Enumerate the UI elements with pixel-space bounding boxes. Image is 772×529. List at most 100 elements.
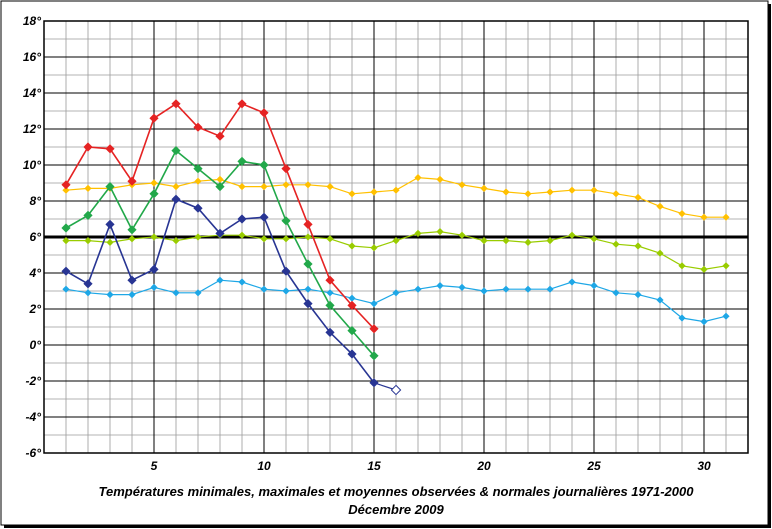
data-point xyxy=(61,266,71,276)
data-point xyxy=(83,142,93,152)
y-tick-label: 18° xyxy=(23,14,41,28)
data-point xyxy=(678,314,686,322)
data-point xyxy=(106,291,114,299)
outer-shadow-right xyxy=(768,4,771,528)
data-point xyxy=(347,326,357,336)
data-point xyxy=(568,278,576,286)
data-point xyxy=(105,182,115,192)
data-point xyxy=(281,164,291,174)
data-point xyxy=(612,190,620,198)
data-point xyxy=(590,282,598,290)
x-tick-label: 15 xyxy=(367,459,381,473)
data-point xyxy=(480,184,488,192)
data-point xyxy=(524,285,532,293)
data-point xyxy=(304,181,312,189)
data-point xyxy=(656,296,664,304)
y-tick-label: -6° xyxy=(26,446,42,460)
y-tick-label: 12° xyxy=(23,122,41,136)
data-point xyxy=(304,285,312,293)
data-point xyxy=(260,285,268,293)
x-tick-label: 25 xyxy=(586,459,601,473)
data-point xyxy=(700,213,708,221)
data-point xyxy=(150,233,158,241)
x-axis-ticks: 5 10 15 20 25 30 xyxy=(151,459,711,473)
data-point xyxy=(414,174,422,182)
y-tick-label: 10° xyxy=(23,158,41,172)
data-point xyxy=(303,299,313,309)
y-tick-label: 6° xyxy=(30,230,42,244)
data-point xyxy=(83,210,93,220)
data-point xyxy=(61,223,71,233)
data-point xyxy=(84,184,92,192)
data-point xyxy=(216,276,224,284)
data-point xyxy=(237,99,247,109)
y-tick-label: 0° xyxy=(30,338,42,352)
data-point xyxy=(216,175,224,183)
data-point xyxy=(590,186,598,194)
data-point xyxy=(303,259,313,269)
data-point xyxy=(62,186,70,194)
x-tick-label: 20 xyxy=(476,459,491,473)
data-point xyxy=(348,190,356,198)
data-point xyxy=(370,244,378,252)
data-point xyxy=(546,188,554,196)
data-point xyxy=(347,349,357,359)
data-point xyxy=(149,189,159,199)
data-point xyxy=(171,194,181,204)
data-point xyxy=(458,231,466,239)
series-2 xyxy=(62,228,730,273)
data-point xyxy=(700,318,708,326)
data-point xyxy=(128,235,136,243)
data-point xyxy=(414,285,422,293)
x-tick-label: 10 xyxy=(257,459,271,473)
data-point xyxy=(193,203,203,213)
data-point xyxy=(678,210,686,218)
data-point xyxy=(127,225,137,235)
plot-area-border xyxy=(43,20,749,454)
data-point xyxy=(568,186,576,194)
data-point xyxy=(83,279,93,289)
data-point xyxy=(193,122,203,132)
y-axis-ticks: -6° -4° -2° 0° 2° 4° 6° 8° 10° 12° 14° 16° 18° xyxy=(23,14,41,460)
data-point xyxy=(392,289,400,297)
data-point xyxy=(172,289,180,297)
data-point xyxy=(458,283,466,291)
data-point xyxy=(347,300,357,310)
data-point xyxy=(282,235,290,243)
data-point xyxy=(722,213,730,221)
series-3 xyxy=(62,276,730,326)
series-7 xyxy=(373,382,402,396)
y-tick-label: -2° xyxy=(26,374,42,388)
data-point xyxy=(369,351,379,361)
data-point xyxy=(149,113,159,123)
data-point xyxy=(325,327,335,337)
data-point xyxy=(590,235,598,243)
data-point xyxy=(370,300,378,308)
data-point xyxy=(722,262,730,270)
data-point xyxy=(237,156,247,166)
data-point xyxy=(348,294,356,302)
y-tick-label: 8° xyxy=(30,194,42,208)
data-point xyxy=(282,287,290,295)
data-point xyxy=(259,212,269,222)
data-point xyxy=(634,242,642,250)
data-point xyxy=(150,179,158,187)
data-point xyxy=(105,219,115,229)
data-point xyxy=(84,237,92,245)
data-point xyxy=(325,275,335,285)
data-point xyxy=(260,235,268,243)
data-point xyxy=(128,291,136,299)
data-point xyxy=(634,193,642,201)
data-point xyxy=(215,131,225,141)
data-point xyxy=(281,216,291,226)
data-point xyxy=(390,384,402,396)
data-point xyxy=(105,144,115,154)
data-point xyxy=(568,231,576,239)
y-tick-label: -4° xyxy=(26,410,42,424)
data-point xyxy=(546,285,554,293)
data-point xyxy=(193,164,203,174)
data-point xyxy=(281,266,291,276)
outer-shadow-bottom xyxy=(4,525,771,528)
